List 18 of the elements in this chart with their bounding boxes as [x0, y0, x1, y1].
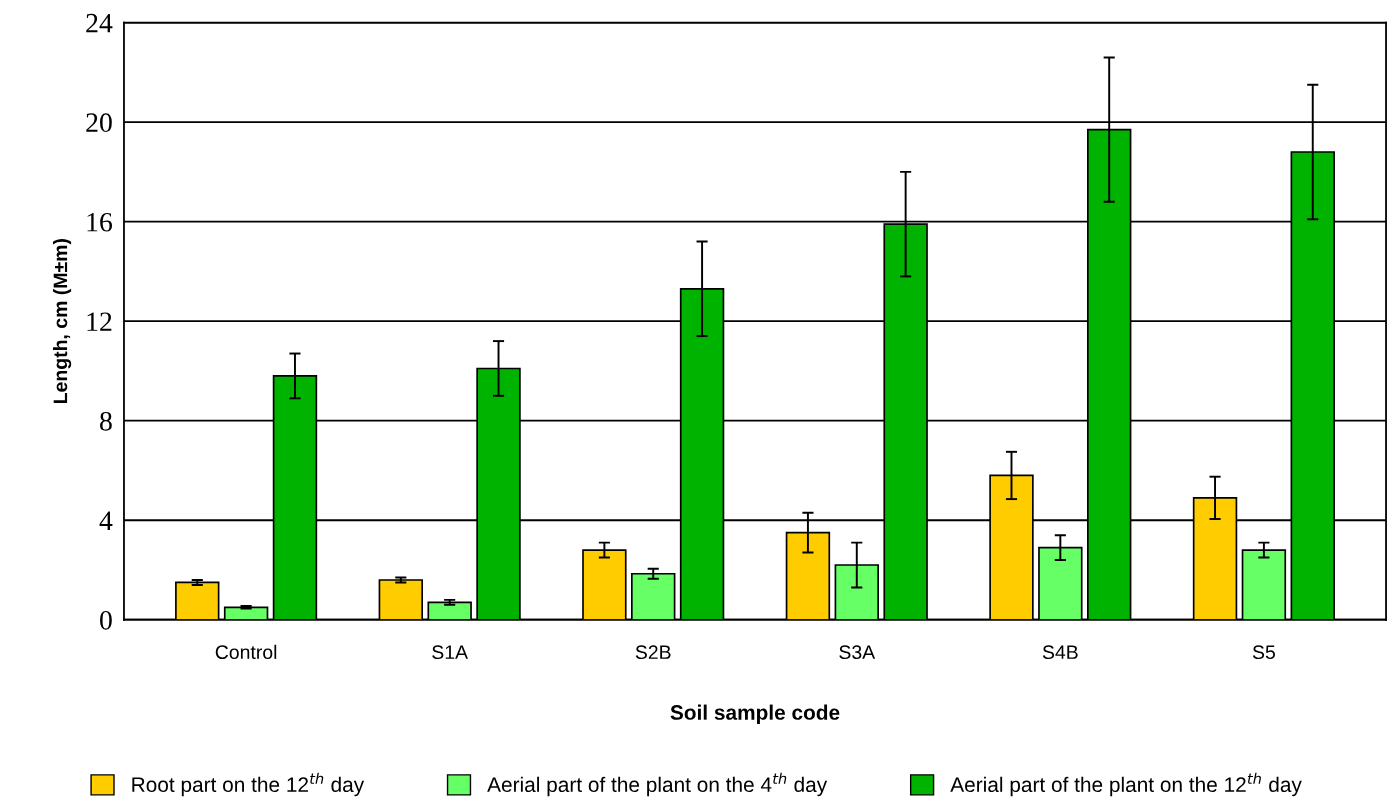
x-axis-title: Soil sample code — [670, 704, 840, 724]
x-tick-label: S4B — [1042, 645, 1078, 660]
x-tick-label: S1A — [432, 645, 469, 660]
x-tick-label: S3A — [839, 645, 876, 660]
y-tick-label: 4 — [99, 511, 113, 530]
y-tick-label: 0 — [100, 610, 112, 630]
y-tick-label: 20 — [86, 113, 112, 133]
y-axis-title: Length, cm (M±m) — [52, 239, 72, 403]
x-tick-label: Control — [215, 644, 277, 660]
legend-label: Aerial part of the plant on the 4$^{th}$ day — [487, 772, 828, 797]
legend-label: Aerial part of the plant on the 12$^{th}$ day — [950, 772, 1302, 797]
y-tick-label: 24 — [86, 13, 113, 33]
x-tick-label: S2B — [635, 645, 671, 660]
legend-label: Root part on the 12$^{th}$ day — [132, 772, 365, 797]
y-tick-label: 12 — [87, 312, 112, 331]
x-tick-label: S5 — [1252, 645, 1275, 660]
y-tick-label: 8 — [100, 411, 112, 431]
y-tick-label: 16 — [87, 212, 113, 232]
